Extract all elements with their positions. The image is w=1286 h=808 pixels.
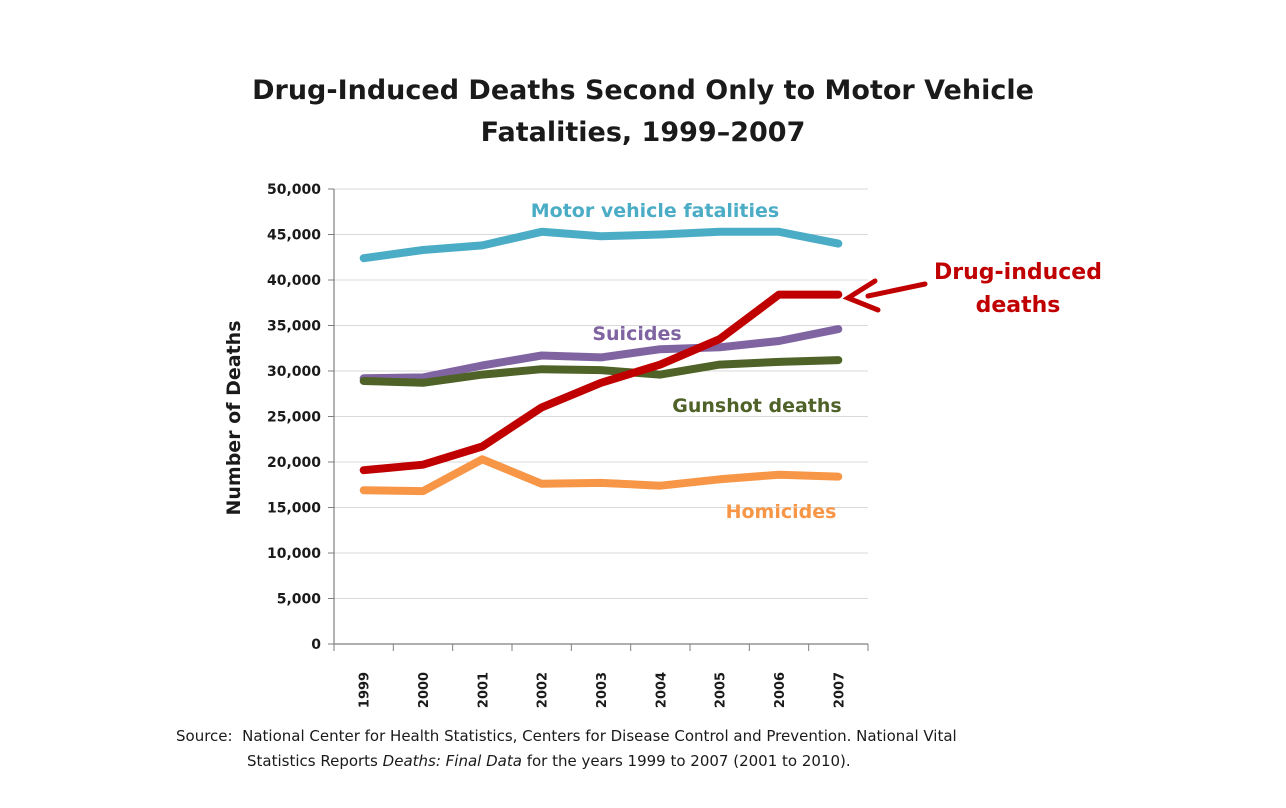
- x-tick-label: 2000: [417, 672, 432, 708]
- series-line-drug-induced-deaths: [359, 290, 843, 475]
- line-chart: 0 5,000 10,000 15,000 20,000 25,000 30,000 35,0…: [223, 182, 1102, 708]
- y-tick-label: 15,000: [267, 501, 321, 517]
- annotation-homicides: Homicides: [726, 501, 837, 523]
- source-note: Source: National Center for Health Stati…: [176, 724, 957, 774]
- series-line-suicides: [359, 325, 843, 383]
- y-tick-label: 5,000: [277, 592, 322, 608]
- series-lines: [359, 227, 843, 496]
- y-tick-label: 30,000: [267, 364, 321, 380]
- y-tick-label: 20,000: [267, 455, 321, 471]
- source-label: Source:: [176, 727, 233, 745]
- x-tick-label: 2001: [476, 672, 491, 708]
- x-tick-label: 2007: [832, 672, 847, 708]
- x-tick-label: 2004: [654, 672, 669, 708]
- y-tick-label: 40,000: [267, 273, 321, 289]
- chart-title-line-2: Fatalities, 1999–2007: [480, 117, 806, 148]
- x-tick-label: 2006: [773, 672, 788, 708]
- x-tick-label: 2003: [595, 672, 610, 708]
- x-tick-label: 2005: [714, 672, 729, 708]
- y-tick-label: 0: [311, 637, 321, 653]
- source-line-2-suffix: for the years 1999 to 2007 (2001 to 2010…: [526, 752, 851, 770]
- source-line-2-prefix: Statistics Reports: [247, 752, 378, 770]
- series-line-motor-vehicle-fatalities: [359, 227, 843, 263]
- y-axis-label: Number of Deaths: [223, 320, 245, 515]
- annotation-line: Drug-induced: [934, 260, 1102, 285]
- series-line-gunshot-deaths: [359, 356, 843, 387]
- y-tick-label: 50,000: [267, 182, 321, 198]
- x-tick-label: 2002: [536, 672, 551, 708]
- chart-title-line-1: Drug-Induced Deaths Second Only to Motor…: [252, 75, 1034, 106]
- chart-title: Drug-Induced Deaths Second Only to Motor…: [0, 70, 1286, 154]
- series-annotations: Motor vehicle fatalities Suicides Gunshot …: [531, 200, 1102, 523]
- y-tick-label: 25,000: [267, 410, 321, 426]
- axes: [328, 188, 869, 651]
- annotation-suicides: Suicides: [592, 323, 681, 345]
- annotation-drug-induced-deaths: Drug-induced deaths: [934, 260, 1102, 318]
- annotation-motor-vehicle-fatalities: Motor vehicle fatalities: [531, 200, 779, 222]
- annotation-gunshot-deaths: Gunshot deaths: [672, 395, 841, 417]
- x-tick-label: 1999: [358, 672, 373, 708]
- y-tick-label: 10,000: [267, 546, 321, 562]
- x-tick-labels: 1999 2000 2001 2002 2003 2004 2005 2006 2007: [358, 672, 848, 708]
- drug-induced-arrow-head: [842, 278, 881, 313]
- annotation-line: deaths: [976, 293, 1061, 318]
- y-tick-label: 35,000: [267, 319, 321, 335]
- y-tick-labels: 0 5,000 10,000 15,000 20,000 25,000 30,000 35,0…: [267, 182, 321, 653]
- source-line-2-italic: Deaths: Final Data: [382, 752, 522, 770]
- source-line-1: National Center for Health Statistics, C…: [242, 727, 957, 745]
- y-tick-label: 45,000: [267, 228, 321, 244]
- drug-induced-arrow-shaft: [865, 281, 928, 299]
- gridlines: [334, 188, 868, 599]
- series-line-homicides: [359, 455, 843, 496]
